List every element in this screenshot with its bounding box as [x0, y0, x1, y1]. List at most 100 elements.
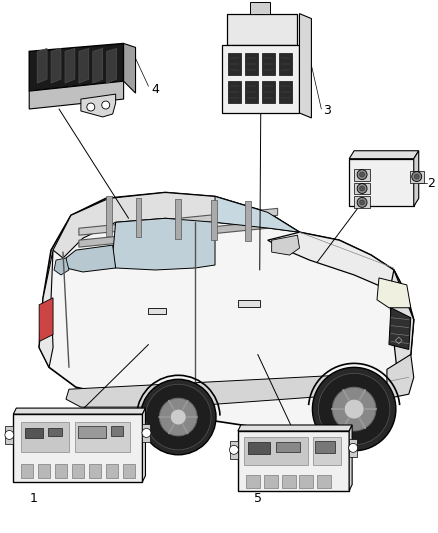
- Bar: [5, 426, 13, 444]
- Circle shape: [142, 429, 151, 438]
- Polygon shape: [135, 198, 141, 237]
- Polygon shape: [13, 408, 145, 414]
- Polygon shape: [245, 53, 258, 75]
- Bar: [244, 437, 308, 465]
- Bar: [148, 308, 166, 314]
- Bar: [106, 464, 118, 478]
- Polygon shape: [79, 208, 278, 235]
- Polygon shape: [107, 49, 117, 83]
- Polygon shape: [227, 14, 297, 45]
- Bar: [300, 475, 314, 488]
- Bar: [246, 475, 260, 488]
- Polygon shape: [79, 220, 278, 247]
- Polygon shape: [300, 14, 311, 118]
- Text: 2: 2: [427, 177, 434, 190]
- Polygon shape: [39, 298, 53, 342]
- Circle shape: [357, 183, 367, 193]
- Bar: [354, 197, 370, 208]
- Circle shape: [170, 409, 186, 425]
- Polygon shape: [79, 49, 89, 83]
- Bar: [230, 441, 238, 459]
- Polygon shape: [414, 151, 419, 206]
- Polygon shape: [54, 258, 69, 275]
- Polygon shape: [268, 232, 407, 295]
- Bar: [248, 442, 270, 454]
- Polygon shape: [349, 151, 419, 159]
- Bar: [13, 414, 142, 482]
- Polygon shape: [215, 197, 300, 232]
- Polygon shape: [81, 94, 116, 117]
- Circle shape: [412, 172, 422, 182]
- Polygon shape: [93, 49, 103, 83]
- Text: 1: 1: [29, 492, 37, 505]
- Polygon shape: [245, 81, 258, 103]
- Bar: [276, 442, 300, 452]
- Polygon shape: [228, 81, 241, 103]
- Circle shape: [87, 103, 95, 111]
- Bar: [314, 437, 341, 465]
- Bar: [75, 422, 130, 452]
- Polygon shape: [279, 53, 292, 75]
- Circle shape: [360, 172, 364, 177]
- Circle shape: [357, 169, 367, 180]
- Circle shape: [102, 101, 110, 109]
- Circle shape: [344, 399, 364, 419]
- Circle shape: [145, 384, 211, 450]
- Polygon shape: [51, 49, 61, 83]
- Polygon shape: [389, 270, 414, 369]
- Bar: [238, 431, 349, 490]
- Polygon shape: [53, 192, 300, 258]
- Circle shape: [159, 398, 197, 436]
- Polygon shape: [349, 159, 414, 206]
- Bar: [123, 464, 134, 478]
- Text: 4: 4: [152, 83, 159, 95]
- Bar: [264, 475, 278, 488]
- Circle shape: [357, 197, 367, 207]
- Polygon shape: [262, 81, 275, 103]
- Polygon shape: [29, 43, 124, 91]
- Circle shape: [360, 200, 364, 205]
- Circle shape: [414, 174, 419, 179]
- Polygon shape: [228, 53, 241, 75]
- Bar: [354, 182, 370, 195]
- Circle shape: [360, 186, 364, 191]
- Polygon shape: [389, 308, 411, 350]
- Bar: [89, 464, 101, 478]
- Bar: [72, 464, 84, 478]
- Bar: [78, 426, 106, 438]
- Bar: [55, 464, 67, 478]
- Bar: [21, 464, 33, 478]
- Polygon shape: [272, 235, 300, 255]
- Bar: [25, 428, 43, 438]
- Polygon shape: [39, 250, 53, 367]
- Bar: [318, 475, 331, 488]
- Text: 5: 5: [254, 492, 262, 505]
- Polygon shape: [245, 201, 251, 241]
- Polygon shape: [106, 197, 112, 236]
- Polygon shape: [211, 200, 217, 240]
- Text: 3: 3: [323, 104, 331, 117]
- Bar: [349, 439, 357, 457]
- Circle shape: [332, 387, 376, 431]
- Circle shape: [230, 446, 238, 454]
- Bar: [315, 441, 335, 453]
- Polygon shape: [262, 53, 275, 75]
- Polygon shape: [66, 374, 361, 407]
- Bar: [282, 475, 296, 488]
- Polygon shape: [377, 278, 411, 308]
- Circle shape: [5, 431, 14, 439]
- Bar: [21, 422, 69, 452]
- Bar: [38, 464, 50, 478]
- Polygon shape: [39, 192, 414, 427]
- Polygon shape: [349, 425, 352, 490]
- Polygon shape: [29, 81, 124, 109]
- Bar: [354, 168, 370, 181]
- Polygon shape: [65, 49, 75, 83]
- Polygon shape: [142, 408, 145, 482]
- Circle shape: [318, 373, 390, 445]
- Bar: [48, 428, 62, 436]
- Bar: [142, 424, 150, 442]
- Bar: [111, 426, 123, 436]
- Polygon shape: [37, 49, 47, 83]
- Polygon shape: [238, 425, 352, 431]
